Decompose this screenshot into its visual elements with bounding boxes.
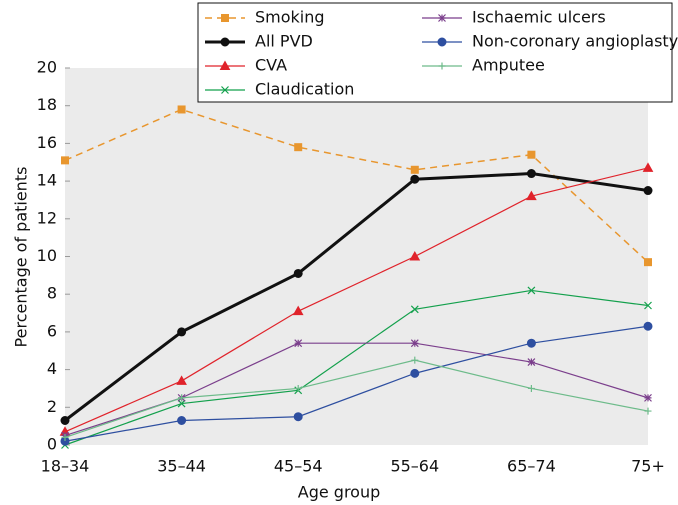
- legend-label: Claudication: [255, 80, 354, 99]
- marker: [526, 338, 536, 348]
- marker: [410, 165, 419, 174]
- marker: [410, 174, 420, 184]
- x-tick-label: 55–64: [390, 457, 439, 476]
- plot-area: [65, 68, 648, 445]
- marker: [177, 415, 187, 425]
- series-line: [64, 289, 649, 446]
- legend-marker: [221, 86, 229, 94]
- marker: [294, 339, 303, 348]
- y-tick-label: 10: [37, 246, 57, 265]
- legend-label: Ischaemic ulcers: [472, 8, 606, 27]
- x-axis-label: Age group: [298, 483, 381, 502]
- y-tick-label: 2: [47, 397, 57, 416]
- y-tick-label: 6: [47, 321, 57, 340]
- legend-label: CVA: [255, 56, 287, 75]
- legend: Smoking All PVD CVA Claudication Ischaemic u…: [197, 2, 678, 103]
- marker: [527, 358, 536, 366]
- y-tick-label: 0: [47, 435, 57, 454]
- legend-entry: Ischaemic ulcers: [422, 8, 606, 27]
- y-tick-label: 4: [47, 359, 57, 378]
- marker: [643, 321, 653, 331]
- x-tick-label: 65–74: [507, 457, 556, 476]
- legend-entry: Amputee: [422, 56, 545, 75]
- marker: [527, 384, 535, 392]
- y-tick-label: 20: [37, 58, 57, 77]
- legend-entry: Claudication: [205, 80, 354, 99]
- legend-marker: [437, 37, 447, 47]
- marker: [410, 305, 419, 314]
- marker: [60, 415, 70, 425]
- marker: [527, 286, 536, 295]
- marker: [177, 399, 186, 408]
- marker: [178, 394, 186, 402]
- marker: [176, 375, 187, 385]
- y-tick-label: 18: [37, 95, 57, 114]
- legend-marker: [219, 60, 231, 70]
- y-tick-label: 12: [37, 208, 57, 227]
- marker: [526, 190, 537, 201]
- marker: [293, 268, 303, 278]
- marker: [292, 305, 304, 316]
- legend-marker: [220, 37, 230, 47]
- marker: [294, 143, 303, 152]
- marker: [643, 186, 653, 196]
- x-tick-label: 75+: [631, 457, 665, 476]
- marker: [61, 433, 69, 441]
- legend-entry: Non-coronary angioplasty: [422, 32, 678, 51]
- marker: [644, 301, 652, 310]
- series-line: [64, 359, 649, 439]
- marker: [526, 169, 536, 179]
- legend-label: Amputee: [472, 56, 545, 75]
- y-tick-label: 8: [47, 284, 57, 303]
- marker: [642, 162, 654, 172]
- legend-label: All PVD: [255, 32, 313, 51]
- x-tick-label: 35–44: [157, 457, 206, 476]
- marker: [644, 258, 652, 267]
- marker: [61, 156, 69, 165]
- legend-marker: [438, 14, 446, 22]
- legend-entry: Smoking: [205, 8, 325, 27]
- y-axis-label: Percentage of patients: [12, 167, 31, 348]
- x-tick-label: 45–54: [274, 457, 323, 476]
- marker: [293, 412, 303, 422]
- series-line: [64, 172, 649, 422]
- marker: [644, 393, 652, 402]
- legend-label: Non-coronary angioplasty: [472, 32, 678, 51]
- legend-label: Smoking: [255, 8, 325, 27]
- marker: [177, 105, 186, 114]
- marker: [294, 384, 302, 392]
- legend-marker: [438, 62, 446, 70]
- series-line: [64, 167, 649, 433]
- marker: [411, 356, 419, 364]
- marker: [410, 339, 419, 348]
- marker: [527, 150, 536, 159]
- series-line: [64, 325, 649, 442]
- legend-marker: [221, 14, 229, 22]
- marker: [644, 407, 652, 415]
- legend-entry: All PVD: [205, 32, 313, 51]
- marker: [177, 327, 187, 337]
- legend-box: [197, 2, 673, 103]
- x-tick-label: 18–34: [41, 457, 90, 476]
- legend-entry: CVA: [205, 56, 287, 75]
- y-tick-label: 14: [37, 171, 57, 190]
- marker: [410, 368, 420, 378]
- marker: [409, 250, 421, 261]
- y-tick-label: 16: [37, 133, 57, 152]
